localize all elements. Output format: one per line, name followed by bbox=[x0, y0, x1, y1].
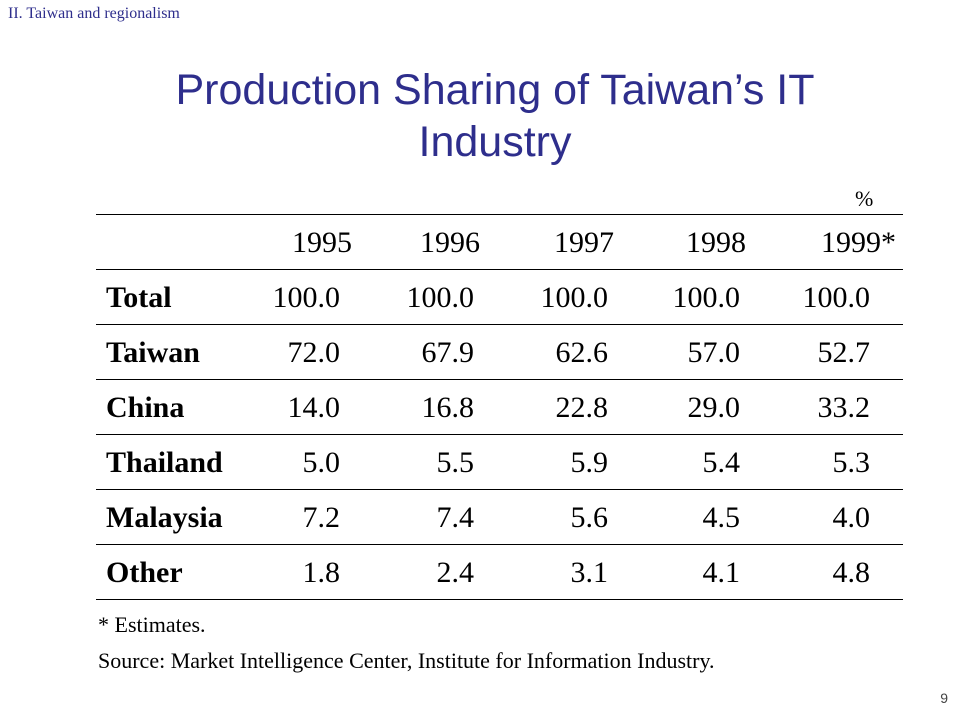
slide-title-line-1: Production Sharing of Taiwan’s IT bbox=[175, 66, 815, 114]
table-cell: 7.4 bbox=[436, 501, 475, 534]
table-row: Other 1.8 2.4 3.1 4.1 4.8 bbox=[96, 544, 903, 600]
header-cell: 1998 bbox=[686, 226, 746, 259]
table-cell: 5.4 bbox=[702, 446, 741, 479]
row-label: Total bbox=[106, 281, 172, 314]
header-cell: 1995 bbox=[292, 226, 352, 259]
header-cell: 1999* bbox=[821, 226, 896, 259]
table-cell: 22.8 bbox=[555, 391, 609, 424]
estimates-note: * Estimates. bbox=[98, 612, 206, 637]
table-cell: 7.2 bbox=[302, 501, 341, 534]
table-cell: 16.8 bbox=[421, 391, 475, 424]
table-cell: 62.6 bbox=[555, 336, 609, 369]
table-header-row: 1995 1996 1997 1998 1999* bbox=[96, 214, 903, 269]
header-cell: 1997 bbox=[554, 226, 614, 259]
table-cell: 5.9 bbox=[570, 446, 609, 479]
table-cell: 4.8 bbox=[832, 556, 871, 589]
table-row: Taiwan 72.0 67.9 62.6 57.0 52.7 bbox=[96, 324, 903, 379]
table-row: Malaysia 7.2 7.4 5.6 4.5 4.0 bbox=[96, 489, 903, 544]
table-cell: 3.1 bbox=[570, 556, 609, 589]
unit-label: % bbox=[855, 186, 874, 211]
table-cell: 29.0 bbox=[687, 391, 741, 424]
table-cell: 4.0 bbox=[832, 501, 871, 534]
table-cell: 72.0 bbox=[287, 336, 341, 369]
table-cell: 14.0 bbox=[287, 391, 341, 424]
section-label: II. Taiwan and regionalism bbox=[8, 5, 180, 22]
table-cell: 5.3 bbox=[832, 446, 871, 479]
row-label: Thailand bbox=[106, 446, 223, 479]
table-cell: 100.0 bbox=[672, 281, 741, 314]
slide-title-line-2: Industry bbox=[418, 118, 572, 166]
table-cell: 33.2 bbox=[817, 391, 871, 424]
table-row: Thailand 5.0 5.5 5.9 5.4 5.3 bbox=[96, 434, 903, 489]
slide-title: Production Sharing of Taiwan’s IT Indust… bbox=[0, 64, 960, 168]
table-cell: 2.4 bbox=[436, 556, 475, 589]
table-cell: 100.0 bbox=[802, 281, 871, 314]
table-cell: 5.5 bbox=[436, 446, 475, 479]
table-cell: 52.7 bbox=[817, 336, 871, 369]
row-label: Malaysia bbox=[106, 501, 223, 534]
table-cell: 4.1 bbox=[702, 556, 741, 589]
table-cell: 100.0 bbox=[406, 281, 475, 314]
page-number: 9 bbox=[940, 690, 948, 706]
table-cell: 1.8 bbox=[302, 556, 341, 589]
table-cell: 100.0 bbox=[272, 281, 341, 314]
table-cell: 4.5 bbox=[702, 501, 741, 534]
row-label: Taiwan bbox=[106, 336, 200, 369]
row-label: Other bbox=[106, 556, 183, 589]
table-cell: 5.6 bbox=[570, 501, 609, 534]
row-label: China bbox=[106, 391, 185, 424]
table-row: Total 100.0 100.0 100.0 100.0 100.0 bbox=[96, 269, 903, 324]
table-cell: 5.0 bbox=[302, 446, 341, 479]
header-cell: 1996 bbox=[420, 226, 480, 259]
source-note: Source: Market Intelligence Center, Inst… bbox=[98, 648, 715, 673]
data-table: 1995 1996 1997 1998 1999* Total 100.0 10… bbox=[96, 214, 903, 600]
table-cell: 100.0 bbox=[540, 281, 609, 314]
table-cell: 67.9 bbox=[421, 336, 475, 369]
table-row: China 14.0 16.8 22.8 29.0 33.2 bbox=[96, 379, 903, 434]
table-cell: 57.0 bbox=[687, 336, 741, 369]
